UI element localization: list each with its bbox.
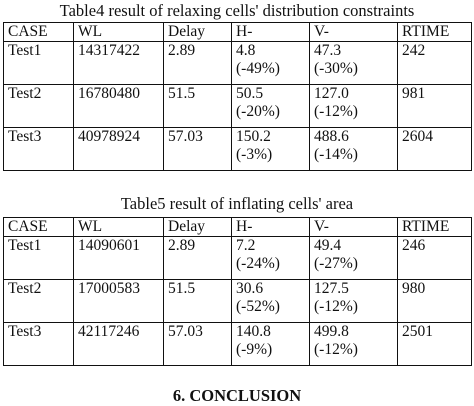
case-cell: Test3 xyxy=(3,322,74,366)
h-percent: (-9%) xyxy=(236,341,273,358)
v-percent: (-30%) xyxy=(314,60,358,77)
v-value: 127.0 xyxy=(314,85,349,102)
h-cell: 30.6 (-52%) xyxy=(231,279,310,323)
table5-caption: Table5 result of inflating cells' area xyxy=(120,194,354,213)
table4-header-delay: Delay xyxy=(163,22,232,42)
table4-header-rtime: RTIME xyxy=(397,22,472,42)
delay-cell: 2.89 xyxy=(163,41,232,85)
v-cell: 127.5 (-12%) xyxy=(309,279,398,323)
v-cell: 47.3 (-30%) xyxy=(309,41,398,85)
h-percent: (-20%) xyxy=(236,103,280,120)
v-percent: (-12%) xyxy=(314,103,358,120)
table4-header-row: CASE WL Delay H- V- RTIME xyxy=(3,22,472,42)
table5-header-wl: WL xyxy=(73,217,164,237)
v-percent: (-14%) xyxy=(314,146,358,163)
h-percent: (-52%) xyxy=(236,298,280,315)
v-percent: (-12%) xyxy=(314,298,358,315)
v-cell: 488.6 (-14%) xyxy=(309,127,398,171)
h-cell: 50.5 (-20%) xyxy=(231,84,310,128)
rtime-cell: 2604 xyxy=(397,127,472,171)
delay-cell: 57.03 xyxy=(163,322,232,366)
wl-cell: 14090601 xyxy=(73,236,164,280)
table5-header-row: CASE WL Delay H- V- RTIME xyxy=(3,217,472,237)
delay-cell: 2.89 xyxy=(163,236,232,280)
v-value: 127.5 xyxy=(314,280,349,297)
h-cell: 150.2 (-3%) xyxy=(231,127,310,171)
h-value: 50.5 xyxy=(236,85,264,102)
table4-header-h: H- xyxy=(231,22,310,42)
v-cell: 49.4 (-27%) xyxy=(309,236,398,280)
wl-cell: 40978924 xyxy=(73,127,164,171)
rtime-cell: 246 xyxy=(397,236,472,280)
h-cell: 7.2 (-24%) xyxy=(231,236,310,280)
case-cell: Test2 xyxy=(3,84,74,128)
table4-header-v: V- xyxy=(309,22,398,42)
rtime-cell: 2501 xyxy=(397,322,472,366)
table4-caption: Table4 result of relaxing cells' distrib… xyxy=(59,1,415,20)
h-value: 4.8 xyxy=(236,42,256,59)
table5-header-rtime: RTIME xyxy=(397,217,472,237)
delay-cell: 51.5 xyxy=(163,84,232,128)
delay-cell: 57.03 xyxy=(163,127,232,171)
h-percent: (-3%) xyxy=(236,146,273,163)
h-value: 7.2 xyxy=(236,237,256,254)
table-row: Test1 14090601 2.89 7.2 (-24%) 49.4 (-27… xyxy=(3,236,472,280)
h-percent: (-24%) xyxy=(236,255,280,272)
case-cell: Test1 xyxy=(3,236,74,280)
wl-cell: 14317422 xyxy=(73,41,164,85)
table4-header-case: CASE xyxy=(3,22,74,42)
table4-header-wl: WL xyxy=(73,22,164,42)
table5-header-v: V- xyxy=(309,217,398,237)
rtime-cell: 980 xyxy=(397,279,472,323)
table-row: Test3 42117246 57.03 140.8 (-9%) 499.8 (… xyxy=(3,322,472,366)
table-row: Test2 17000583 51.5 30.6 (-52%) 127.5 (-… xyxy=(3,279,472,323)
case-cell: Test1 xyxy=(3,41,74,85)
table-row: Test1 14317422 2.89 4.8 (-49%) 47.3 (-30… xyxy=(3,41,472,85)
table5-header-delay: Delay xyxy=(163,217,232,237)
h-value: 140.8 xyxy=(236,323,271,340)
table-row: Test2 16780480 51.5 50.5 (-20%) 127.0 (-… xyxy=(3,84,472,128)
table4: CASE WL Delay H- V- RTIME Test1 14317422… xyxy=(3,22,472,171)
table5-header-case: CASE xyxy=(3,217,74,237)
delay-cell: 51.5 xyxy=(163,279,232,323)
rtime-cell: 981 xyxy=(397,84,472,128)
table5-header-h: H- xyxy=(231,217,310,237)
section-heading: 6. CONCLUSION xyxy=(172,386,302,405)
case-cell: Test3 xyxy=(3,127,74,171)
rtime-cell: 242 xyxy=(397,41,472,85)
wl-cell: 17000583 xyxy=(73,279,164,323)
table-row: Test3 40978924 57.03 150.2 (-3%) 488.6 (… xyxy=(3,127,472,171)
v-cell: 499.8 (-12%) xyxy=(309,322,398,366)
wl-cell: 16780480 xyxy=(73,84,164,128)
case-cell: Test2 xyxy=(3,279,74,323)
v-value: 47.3 xyxy=(314,42,342,59)
h-cell: 4.8 (-49%) xyxy=(231,41,310,85)
h-value: 150.2 xyxy=(236,128,271,145)
v-percent: (-12%) xyxy=(314,341,358,358)
v-value: 488.6 xyxy=(314,128,349,145)
h-percent: (-49%) xyxy=(236,60,280,77)
table5: CASE WL Delay H- V- RTIME Test1 14090601… xyxy=(3,217,472,366)
h-cell: 140.8 (-9%) xyxy=(231,322,310,366)
v-cell: 127.0 (-12%) xyxy=(309,84,398,128)
v-percent: (-27%) xyxy=(314,255,358,272)
wl-cell: 42117246 xyxy=(73,322,164,366)
v-value: 49.4 xyxy=(314,237,342,254)
v-value: 499.8 xyxy=(314,323,349,340)
h-value: 30.6 xyxy=(236,280,264,297)
